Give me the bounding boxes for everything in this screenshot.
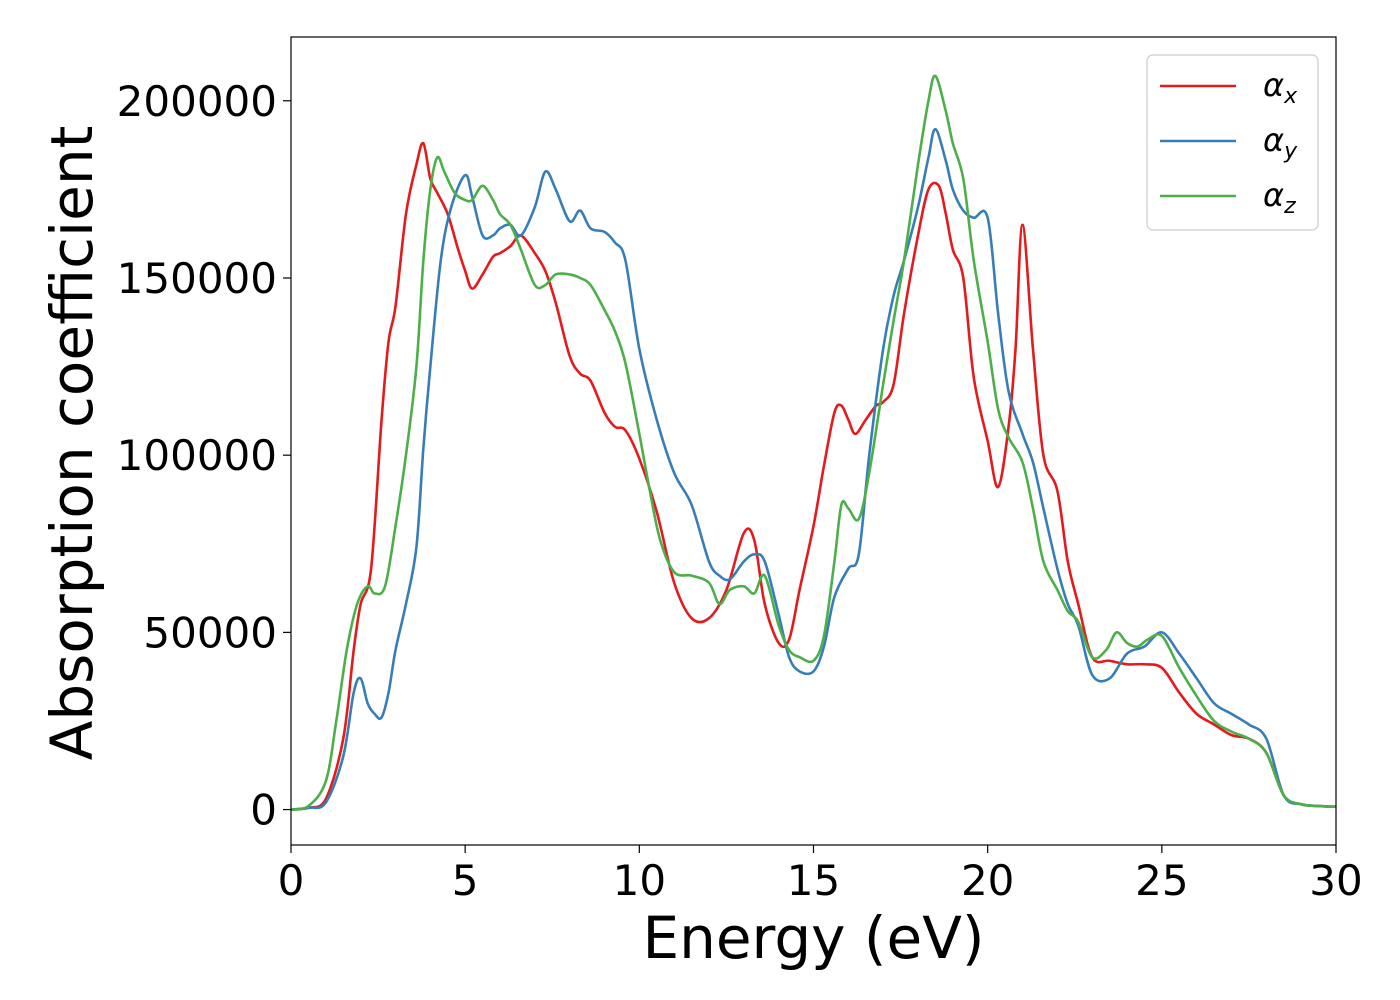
x-tick-label: 15 [787, 856, 840, 905]
y-tick-label: 50000 [143, 608, 277, 657]
x-tick-label: 30 [1309, 856, 1362, 905]
x-tick-label: 20 [961, 856, 1014, 905]
x-tick-label: 25 [1135, 856, 1188, 905]
legend-label: αz [1263, 176, 1296, 219]
y-axis-title: Absorption coefficient [38, 126, 106, 761]
x-axis-title: Energy (eV) [642, 904, 984, 972]
series-line-x [291, 141, 1336, 811]
x-tick-label: 5 [452, 856, 479, 905]
legend-label: αx [1263, 66, 1298, 109]
x-tick-label: 0 [278, 856, 305, 905]
legend-box [1146, 54, 1319, 231]
y-tick-label: 0 [250, 786, 277, 835]
y-tick-label: 150000 [117, 254, 277, 303]
legend: αx αy αz [1146, 54, 1319, 231]
x-tick-label: 10 [613, 856, 666, 905]
y-tick-label: 100000 [117, 431, 277, 480]
series-lines [291, 74, 1336, 811]
y-axis-ticks: 0 50000 100000 150000 200000 [117, 77, 291, 835]
series-line-y [291, 127, 1336, 811]
legend-label: αy [1263, 121, 1298, 164]
x-axis-ticks: 0 5 10 15 20 25 30 [278, 845, 1363, 905]
y-tick-label: 200000 [117, 77, 277, 126]
series-line-z [291, 74, 1336, 811]
